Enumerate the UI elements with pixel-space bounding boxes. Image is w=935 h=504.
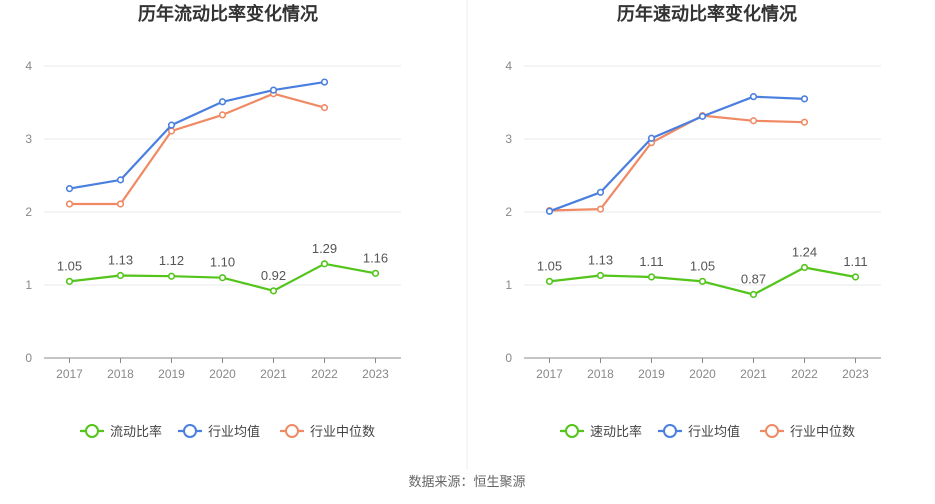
data-label: 1.11 [843,254,867,269]
chart-panel-2: 历年速动比率变化情况 0 1 2 3 4 2017 2018 2019 2020 2021 2022 2… [505,3,881,439]
y-tick-label: 0 [505,351,512,365]
legend-label: 行业均值 [688,424,740,439]
y-tick-label: 3 [25,132,32,146]
x-tick-label: 2022 [311,367,338,381]
data-point [545,277,554,285]
data-label: 1.12 [159,253,184,268]
data-label: 1.24 [792,244,817,259]
data-point [749,290,758,299]
data-point [596,205,605,213]
data-point [65,200,74,208]
data-label: 1.16 [363,250,388,265]
chart-title: 历年速动比率变化情况 [617,3,797,24]
data-point [218,98,227,106]
chart-panel-1: 历年流动比率变化情况 0 1 2 3 4 2017 2018 2019 2020 2021 2022 2… [25,3,401,439]
data-point [116,200,125,208]
data-label: 1.13 [108,253,133,268]
x-tick-label: 2017 [536,367,563,381]
y-tick-label: 1 [505,278,512,292]
x-tick-label: 2023 [842,367,869,381]
data-label: 1.05 [537,258,562,273]
x-tick-label: 2019 [638,367,665,381]
data-point [116,271,125,280]
data-point [65,185,74,193]
data-label: 1.05 [57,258,82,273]
data-point [596,188,605,196]
data-point [749,93,758,101]
data-point [320,260,329,268]
legend-label: 行业中位数 [790,424,855,439]
data-point [851,273,860,281]
data-point [167,121,176,129]
y-tick-label: 3 [505,132,512,146]
legend-label: 行业均值 [208,424,260,439]
y-tick-label: 4 [505,59,512,73]
y-tick-label: 2 [25,205,32,219]
source-note: 数据来源：恒生聚源 [408,474,525,489]
data-point [800,95,809,103]
x-tick-label: 2017 [56,367,83,381]
data-point [647,273,656,281]
x-tick-label: 2023 [362,367,389,381]
x-tick-label: 2020 [689,367,716,381]
data-point [596,271,605,280]
data-point [698,277,707,285]
data-label: 1.11 [639,254,663,269]
data-label: 1.13 [588,253,613,268]
legend-marker-icon [183,424,197,438]
series-line-3 [69,92,325,206]
data-label: 1.05 [690,258,715,273]
data-point [218,111,227,119]
y-tick-label: 0 [25,351,32,365]
data-point [167,127,176,135]
data-point [116,176,125,184]
series-line-2 [69,81,325,190]
data-point [320,104,329,112]
series-line-3 [549,114,805,212]
legend-marker-icon [85,424,99,438]
legend-marker-icon [765,424,779,438]
data-label: 1.10 [210,255,235,270]
chart-title: 历年流动比率变化情况 [138,3,318,24]
y-tick-label: 1 [25,278,32,292]
series-line-2 [549,95,805,213]
data-point [800,263,809,272]
x-tick-label: 2019 [158,367,185,381]
data-point [65,277,74,285]
data-point [545,207,554,215]
legend-label: 流动比率 [110,424,162,439]
legend-marker-icon [285,424,299,438]
legend-label: 行业中位数 [310,424,375,439]
legend-marker-icon [565,424,579,438]
x-tick-label: 2021 [260,367,287,381]
x-tick-label: 2022 [791,367,818,381]
y-tick-label: 4 [25,59,32,73]
data-point [269,287,278,295]
data-point [371,269,380,277]
x-tick-label: 2018 [107,367,134,381]
data-point [800,118,809,126]
data-point [698,112,707,120]
x-tick-label: 2018 [587,367,614,381]
data-point [647,134,656,142]
data-point [218,274,227,282]
data-label: 0.92 [261,268,286,283]
x-tick-label: 2021 [740,367,767,381]
data-point [269,86,278,94]
data-point [167,272,176,280]
y-tick-label: 2 [505,205,512,219]
legend-marker-icon [663,424,677,438]
x-tick-label: 2020 [209,367,236,381]
legend-label: 速动比率 [590,424,642,439]
data-label: 0.87 [741,271,766,286]
data-point [320,78,329,86]
data-label: 1.29 [312,241,337,256]
data-point [749,117,758,125]
